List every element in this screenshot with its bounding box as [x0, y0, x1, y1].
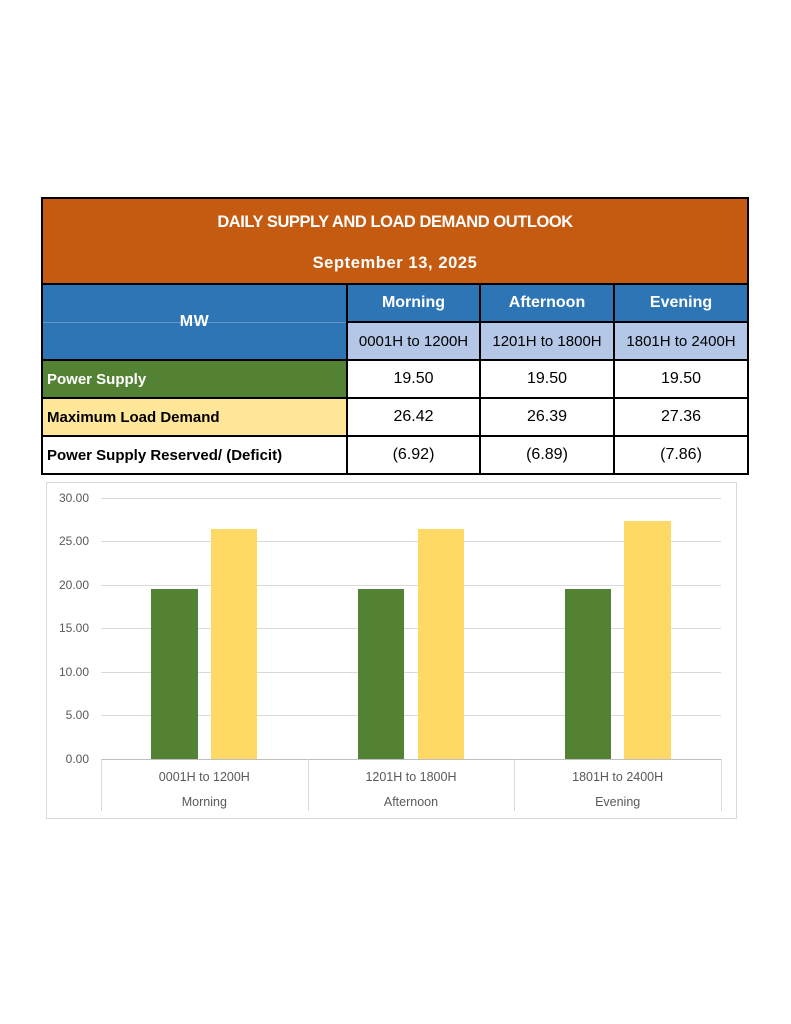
supply-demand-table: DAILY SUPPLY AND LOAD DEMAND OUTLOOK Sep… — [40, 197, 750, 475]
bar-power-supply-0 — [151, 589, 198, 759]
category-hours-label: 1801H to 2400H — [572, 770, 664, 784]
y-axis-tick-label: 25.00 — [58, 534, 89, 549]
table-title: DAILY SUPPLY AND LOAD DEMAND OUTLOOK — [217, 212, 573, 231]
reserve-deficit-row: Power Supply Reserved/ (Deficit) (6.92) … — [41, 435, 750, 475]
table-hours-header-row: 0001H to 1200H 1201H to 1800H 1801H to 2… — [42, 321, 750, 361]
bar-max-load-demand-1 — [417, 528, 464, 759]
reserve-deficit-afternoon: (6.89) — [479, 435, 615, 475]
power-supply-morning: 19.50 — [346, 359, 481, 399]
table-date: September 13, 2025 — [312, 253, 478, 272]
gridline-5.00 — [101, 715, 721, 717]
header-afternoon: Afternoon — [479, 283, 615, 323]
max-load-demand-afternoon: 26.39 — [479, 397, 615, 437]
gridline-15.00 — [101, 628, 721, 630]
y-axis-tick-label: 0.00 — [65, 752, 89, 766]
max-load-demand-evening: 27.36 — [612, 397, 750, 437]
gridline-30.00 — [101, 497, 721, 499]
table-title-row: DAILY SUPPLY AND LOAD DEMAND OUTLOOK Sep… — [40, 197, 750, 285]
category-divider — [514, 759, 516, 811]
unit-header-cell: MW — [41, 283, 348, 361]
table-title-cell: DAILY SUPPLY AND LOAD DEMAND OUTLOOK Sep… — [40, 197, 750, 285]
category-divider — [101, 759, 102, 811]
max-load-demand-label: Maximum Load Demand — [41, 397, 348, 437]
header-evening: Evening — [612, 283, 750, 323]
max-load-demand-row: Maximum Load Demand 26.42 26.39 27.36 — [41, 397, 750, 437]
unit-label: MW — [179, 313, 210, 330]
y-axis-tick-label: 20.00 — [58, 577, 89, 592]
power-supply-evening: 19.50 — [612, 359, 750, 399]
reserve-deficit-morning: (6.92) — [346, 435, 481, 475]
gridline-20.00 — [101, 584, 721, 586]
x-axis-line — [101, 759, 721, 760]
hours-evening: 1801H to 2400H — [612, 321, 750, 361]
category-divider — [721, 759, 722, 811]
category-period-label: Morning — [181, 794, 227, 809]
merged-cell-split-line — [44, 322, 345, 323]
max-load-demand-morning: 26.42 — [346, 397, 481, 437]
power-supply-label: Power Supply — [41, 359, 348, 399]
hours-morning: 0001H to 1200H — [346, 321, 481, 361]
category-period-label: Evening — [595, 794, 641, 809]
gridline-10.00 — [101, 671, 721, 673]
supply-demand-bar-chart: 0.00 5.00 10.00 15.00 20.00 25.00 30.00 0001H t… — [46, 482, 737, 819]
bar-power-supply-2 — [564, 589, 612, 759]
category-period-label: Afternoon — [383, 794, 439, 809]
power-supply-row: Power Supply 19.50 19.50 19.50 — [41, 359, 750, 399]
bar-power-supply-1 — [358, 589, 405, 759]
category-hours-label: 0001H to 1200H — [158, 770, 250, 784]
y-axis-tick-label: 10.00 — [58, 664, 89, 679]
power-supply-afternoon: 19.50 — [479, 359, 615, 399]
reserve-deficit-label: Power Supply Reserved/ (Deficit) — [41, 435, 348, 475]
y-axis-tick-label: 15.00 — [58, 621, 89, 636]
reserve-deficit-evening: (7.86) — [612, 435, 750, 475]
category-divider — [307, 759, 309, 811]
gridline-25.00 — [101, 541, 721, 543]
bar-max-load-demand-0 — [210, 528, 258, 759]
y-axis-tick-label: 5.00 — [65, 708, 89, 723]
hours-afternoon: 1201H to 1800H — [479, 321, 615, 361]
y-axis-tick-label: 30.00 — [58, 490, 89, 505]
table-period-header-row: MW Morning Afternoon Evening — [41, 283, 750, 361]
bar-max-load-demand-2 — [624, 520, 671, 759]
header-morning: Morning — [346, 283, 481, 323]
category-hours-label: 1201H to 1800H — [365, 770, 457, 784]
